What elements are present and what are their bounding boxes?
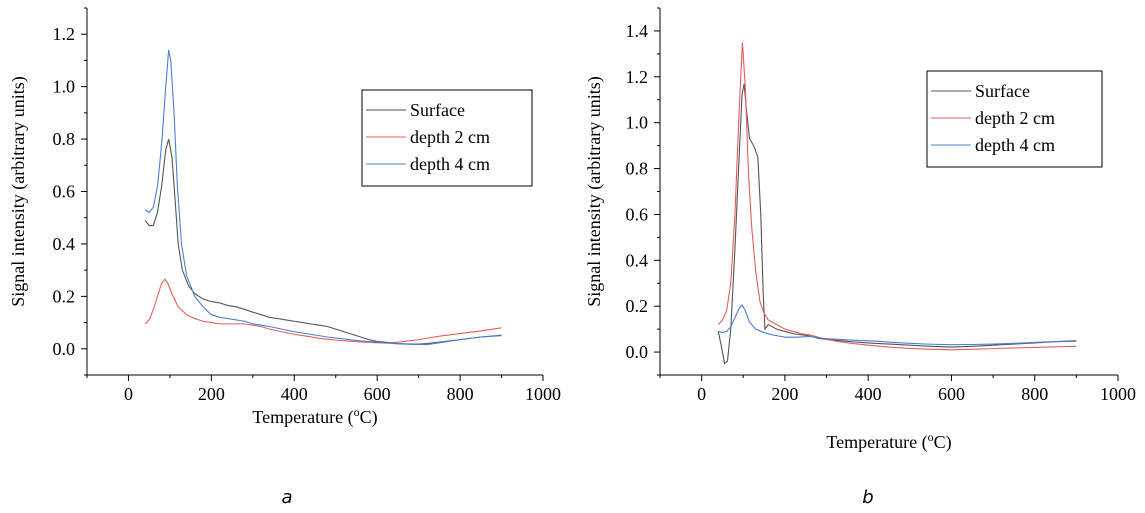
x-axis-label: Temperature (oC) xyxy=(826,430,951,453)
y-tick-label: 0.4 xyxy=(626,250,649,270)
x-tick-label: 600 xyxy=(364,384,391,404)
legend-box xyxy=(361,89,533,187)
x-tick-label: 1000 xyxy=(525,384,561,404)
legend-label: Surface xyxy=(975,81,1030,101)
series-line-depth-4-cm xyxy=(718,304,1077,346)
legend: Surface depth 2 cm depth 4 cm xyxy=(926,70,1103,168)
x-tick-label: 800 xyxy=(447,384,474,404)
y-tick-label: 0.4 xyxy=(53,234,76,254)
x-axis-label: Temperature (oC) xyxy=(252,405,377,428)
y-tick-label: 1.0 xyxy=(626,113,649,133)
panel-label: a xyxy=(281,487,292,508)
legend-box xyxy=(926,70,1103,168)
y-tick-label: 0.8 xyxy=(53,129,76,149)
series-line-depth-2-cm xyxy=(144,278,502,344)
y-tick-label: 1.4 xyxy=(626,21,649,41)
chart-panel-b: 0 200 400 600 800 1000 0.0 0.2 0.4 0.6 0.8 1.0 1.2 1.… xyxy=(584,7,1136,508)
y-tick-label: 0.6 xyxy=(53,182,76,202)
y-axis-label: Signal intensity (arbitrary units) xyxy=(8,76,29,306)
y-tick-label: 0.2 xyxy=(53,286,76,306)
x-tick-label: 800 xyxy=(1021,384,1048,404)
legend: Surface depth 2 cm depth 4 cm xyxy=(361,89,533,187)
x-tick-label: 0 xyxy=(697,384,706,404)
y-tick-label: 0.0 xyxy=(53,339,76,359)
y-tick-label: 0.8 xyxy=(626,159,649,179)
chart-panel-a: 0 200 400 600 800 1000 0.0 0.2 0.4 0.6 0.8 1.0 1.2 Su… xyxy=(8,7,561,508)
x-tick-label: 400 xyxy=(855,384,882,404)
panel-label: b xyxy=(862,487,873,508)
legend-label: depth 2 cm xyxy=(975,108,1055,128)
x-tick-label: 200 xyxy=(198,384,225,404)
y-tick-label: 1.2 xyxy=(626,67,649,87)
legend-label: depth 4 cm xyxy=(410,154,490,174)
y-tick-label: 0.0 xyxy=(626,342,649,362)
y-axis-label: Signal intensity (arbitrary units) xyxy=(584,76,605,306)
series-line-depth-4-cm xyxy=(144,49,502,346)
x-tick-label: 1000 xyxy=(1100,384,1136,404)
y-tick-label: 0.2 xyxy=(626,296,649,316)
legend-label: Surface xyxy=(410,100,465,120)
x-tick-label: 600 xyxy=(938,384,965,404)
y-tick-label: 1.2 xyxy=(53,24,76,44)
legend-label: depth 2 cm xyxy=(410,127,490,147)
y-tick-label: 0.6 xyxy=(626,204,649,224)
series-line-depth-2-cm xyxy=(717,42,1077,351)
x-tick-label: 0 xyxy=(124,384,133,404)
legend-label: depth 4 cm xyxy=(975,135,1055,155)
x-tick-label: 400 xyxy=(281,384,308,404)
x-tick-label: 200 xyxy=(771,384,798,404)
series-line-surface xyxy=(717,83,1077,365)
y-tick-label: 1.0 xyxy=(53,77,76,97)
